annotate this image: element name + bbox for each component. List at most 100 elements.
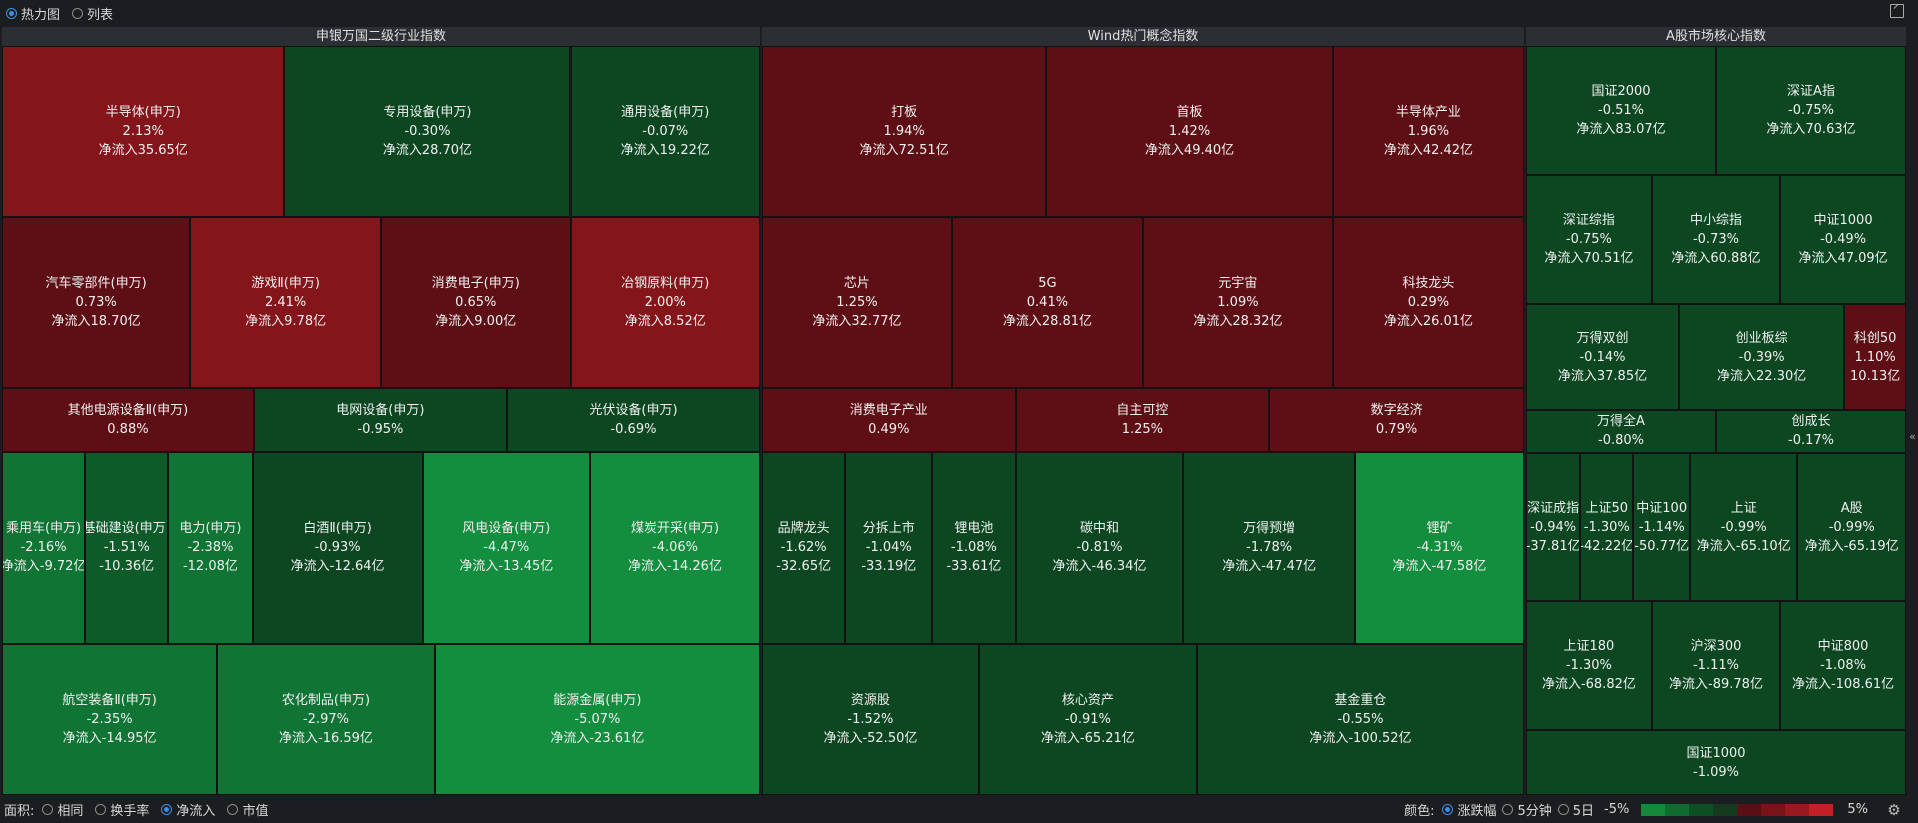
treemap-tile[interactable]: 数字经济 0.79% <box>1269 388 1524 452</box>
color-option-change[interactable]: 涨跌幅 <box>1442 800 1496 819</box>
treemap-tile[interactable]: 中证100 -1.14% -50.77亿 <box>1633 452 1691 602</box>
radio-selected-icon[interactable] <box>161 804 173 815</box>
treemap-tile[interactable]: 元宇宙 1.09% 净流入28.32亿 <box>1143 216 1333 389</box>
treemap-tile[interactable]: 创成长 -0.17% <box>1716 410 1906 453</box>
view-option-list[interactable]: 列表 <box>72 4 113 23</box>
treemap-tile[interactable]: 通用设备(申万) -0.07% 净流入19.22亿 <box>570 46 760 217</box>
treemap-tile[interactable]: 航空装备Ⅱ(申万) -2.35% 净流入-14.95亿 <box>2 643 218 795</box>
treemap-tile[interactable]: 深证A指 -0.75% 净流入70.63亿 <box>1716 46 1906 176</box>
color-option-5day[interactable]: 5日 <box>1557 800 1594 819</box>
treemap-tile[interactable]: 上证180 -1.30% 净流入-68.82亿 <box>1526 601 1652 731</box>
view-option-heatmap[interactable]: 热力图 <box>6 4 60 23</box>
treemap-tile[interactable]: 科技龙头 0.29% 净流入26.01亿 <box>1332 216 1524 389</box>
area-option-marketcap[interactable]: 市值 <box>227 800 268 819</box>
treemap-tile[interactable]: 煤炭开采(申万) -4.06% 净流入-14.26亿 <box>590 451 760 644</box>
treemap-tile[interactable]: 风电设备(申万) -4.47% 净流入-13.45亿 <box>422 451 591 644</box>
treemap-tile[interactable]: 国证2000 -0.51% 净流入83.07亿 <box>1526 46 1716 176</box>
radio-unselected-icon[interactable] <box>1557 804 1569 815</box>
area-option-same[interactable]: 相同 <box>42 800 83 819</box>
treemap-tile[interactable]: 沪深300 -1.11% 净流入-89.78亿 <box>1651 601 1781 731</box>
area-option-label: 换手率 <box>110 804 150 819</box>
treemap-tile[interactable]: 芯片 1.25% 净流入32.77亿 <box>762 216 952 389</box>
tile-name: 中证100 <box>1636 500 1688 516</box>
tile-netflow: 净流入9.78亿 <box>245 313 327 329</box>
treemap-tile[interactable]: 基础建设(申万) -1.51% -10.36亿 <box>85 451 169 644</box>
treemap-tile[interactable]: 碳中和 -0.81% 净流入-46.34亿 <box>1015 451 1184 644</box>
treemap-tile[interactable]: 锂电池 -1.08% -33.61亿 <box>932 451 1016 644</box>
gear-icon[interactable]: ⚙ <box>1887 800 1901 819</box>
radio-unselected-icon[interactable] <box>72 7 84 19</box>
area-label: 面积: <box>4 804 35 819</box>
tile-name: 万得双创 <box>1576 330 1629 346</box>
treemap-tile[interactable]: 品牌龙头 -1.62% -32.65亿 <box>762 451 846 644</box>
treemap-tile[interactable]: 其他电源设备Ⅱ(申万) 0.88% <box>2 388 254 452</box>
treemap-tile[interactable]: 电力(申万) -2.38% -12.08亿 <box>168 451 253 644</box>
tile-name: 打板 <box>891 104 918 120</box>
treemap-tile[interactable]: A股 -0.99% 净流入-65.19亿 <box>1797 452 1906 602</box>
treemap-tile[interactable]: 万得预增 -1.78% 净流入-47.47亿 <box>1183 451 1355 644</box>
legend-swatch <box>1761 803 1786 816</box>
tile-name: 航空装备Ⅱ(申万) <box>62 692 157 708</box>
treemap-tile[interactable]: 光伏设备(申万) -0.69% <box>506 388 760 452</box>
treemap-tile[interactable]: 冶钢原料(申万) 2.00% 净流入8.52亿 <box>570 216 760 389</box>
treemap-tile[interactable]: 游戏Ⅱ(申万) 2.41% 净流入9.78亿 <box>190 216 381 389</box>
treemap-tile[interactable]: 自主可控 1.25% <box>1015 388 1270 452</box>
treemap-tile[interactable]: 中证1000 -0.49% 净流入47.09亿 <box>1780 175 1906 305</box>
area-option-netflow[interactable]: 净流入 <box>161 800 215 819</box>
tile-netflow: 净流入70.63亿 <box>1766 122 1856 138</box>
collapse-panel-icon[interactable]: « <box>1909 429 1916 443</box>
treemap-tile[interactable]: 核心资产 -0.91% 净流入-65.21亿 <box>978 643 1197 795</box>
radio-unselected-icon[interactable] <box>95 804 107 815</box>
treemap-tile[interactable]: 创业板综 -0.39% 净流入22.30亿 <box>1678 304 1845 411</box>
tile-change: 0.88% <box>107 421 149 437</box>
tile-name: 锂电池 <box>954 521 994 537</box>
treemap-tile[interactable]: 打板 1.94% 净流入72.51亿 <box>762 46 1047 217</box>
treemap-tile[interactable]: 半导体产业 1.96% 净流入42.42亿 <box>1332 46 1524 217</box>
tile-netflow: -10.36亿 <box>99 559 155 575</box>
treemap-tile[interactable]: 中小综指 -0.73% 净流入60.88亿 <box>1651 175 1781 305</box>
treemap-tile[interactable]: 上证 -0.99% 净流入-65.10亿 <box>1690 452 1798 602</box>
radio-unselected-icon[interactable] <box>42 804 54 815</box>
area-option-turnover[interactable]: 换手率 <box>95 800 149 819</box>
tile-netflow: 净流入-52.50亿 <box>823 730 918 746</box>
treemap-tile[interactable]: 基金重仓 -0.55% 净流入-100.52亿 <box>1196 643 1524 795</box>
radio-unselected-icon[interactable] <box>227 804 239 815</box>
treemap-tile[interactable]: 万得双创 -0.14% 净流入37.85亿 <box>1526 304 1679 411</box>
treemap-tile[interactable]: 中证800 -1.08% 净流入-108.61亿 <box>1780 601 1906 731</box>
tile-name: 半导体产业 <box>1395 104 1461 120</box>
treemap-tile[interactable]: 上证50 -1.30% -42.22亿 <box>1580 452 1634 602</box>
radio-selected-icon[interactable] <box>1442 804 1454 815</box>
tile-change: -0.75% <box>1788 103 1834 119</box>
treemap-tile[interactable]: 乘用车(申万) -2.16% 净流入-9.72亿 <box>2 451 86 644</box>
radio-unselected-icon[interactable] <box>1502 804 1514 815</box>
treemap-tile[interactable]: 电网设备(申万) -0.95% <box>253 388 507 452</box>
treemap-tile[interactable]: 资源股 -1.52% 净流入-52.50亿 <box>762 643 979 795</box>
color-option-5min[interactable]: 5分钟 <box>1502 800 1552 819</box>
tile-change: 0.73% <box>75 294 117 310</box>
tile-name: 半导体(申万) <box>105 104 181 120</box>
treemap-tile[interactable]: 消费电子产业 0.49% <box>762 388 1016 452</box>
treemap-tile[interactable]: 专用设备(申万) -0.30% 净流入28.70亿 <box>284 46 571 217</box>
treemap-tile[interactable]: 锂矿 -4.31% 净流入-47.58亿 <box>1354 451 1524 644</box>
treemap-tile[interactable]: 半导体(申万) 2.13% 净流入35.65亿 <box>2 46 285 217</box>
tile-change: 1.25% <box>1121 421 1164 437</box>
tile-change: -4.47% <box>483 540 530 556</box>
treemap-tile[interactable]: 国证1000 -1.09% <box>1526 730 1906 795</box>
treemap-tile[interactable]: 科创50 1.10% 10.13亿 <box>1844 304 1906 411</box>
treemap-tile[interactable]: 深证成指 -0.94% -37.81亿 <box>1526 452 1581 602</box>
treemap-tile[interactable]: 万得全A -0.80% <box>1526 410 1716 453</box>
treemap-tile[interactable]: 首板 1.42% 净流入49.40亿 <box>1046 46 1333 217</box>
tile-change: -0.73% <box>1692 232 1739 248</box>
treemap-tile[interactable]: 深证综指 -0.75% 净流入70.51亿 <box>1526 175 1652 305</box>
treemap-tile[interactable]: 消费电子(申万) 0.65% 净流入9.00亿 <box>381 216 571 389</box>
treemap-tile[interactable]: 白酒Ⅱ(申万) -0.93% 净流入-12.64亿 <box>252 451 423 644</box>
popout-icon[interactable] <box>1890 4 1904 18</box>
treemap-tile[interactable]: 分拆上市 -1.04% -33.19亿 <box>845 451 933 644</box>
treemap-tile[interactable]: 5G 0.41% 净流入28.81亿 <box>951 216 1143 389</box>
treemap-tile[interactable]: 汽车零部件(申万) 0.73% 净流入18.70亿 <box>2 216 191 389</box>
treemap-tile[interactable]: 能源金属(申万) -5.07% 净流入-23.61亿 <box>434 643 760 795</box>
panel-shenwan-industry: 申银万国二级行业指数 半导体(申万) 2.13% 净流入35.65亿 专用设备(申万)… <box>2 27 760 795</box>
tile-change: -1.52% <box>847 711 894 727</box>
radio-selected-icon[interactable] <box>6 7 17 19</box>
treemap-tile[interactable]: 农化制品(申万) -2.97% 净流入-16.59亿 <box>217 643 435 795</box>
